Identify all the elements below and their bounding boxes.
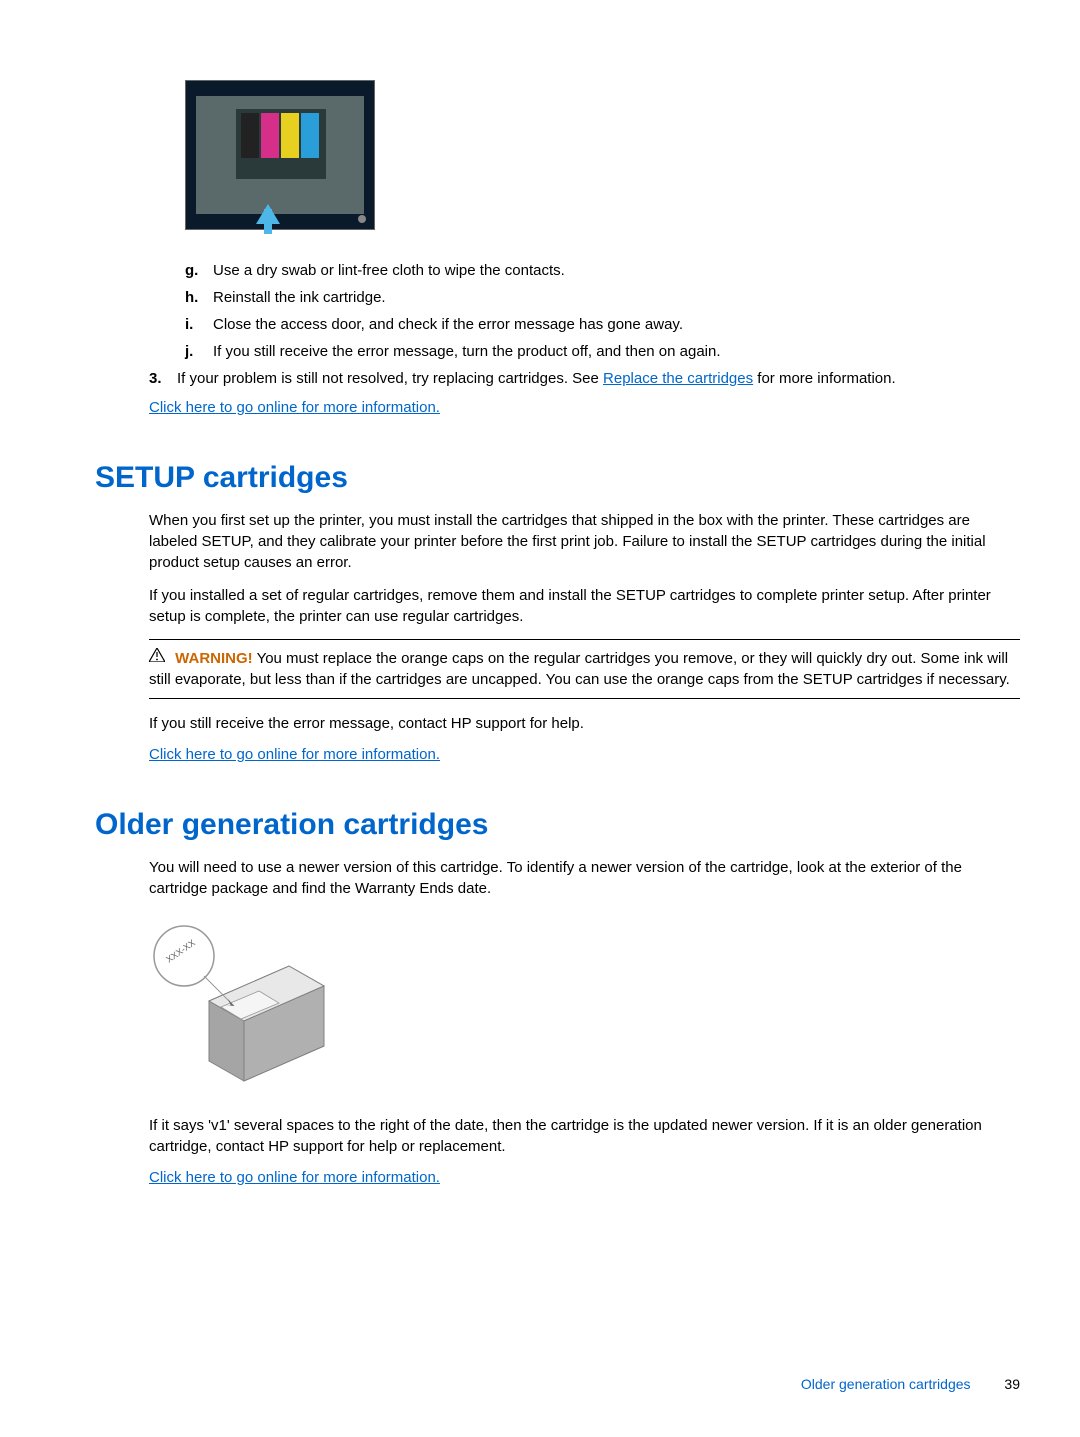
setup-p3: If you still receive the error message, …: [95, 713, 1020, 734]
online-info-link-2[interactable]: Click here to go online for more informa…: [149, 746, 440, 763]
substep-text: Reinstall the ink cartridge.: [213, 289, 386, 306]
warning-label: WARNING!: [175, 650, 253, 667]
cartridge-bay-figure: [185, 80, 375, 230]
substep-text: Use a dry swab or lint-free cloth to wip…: [213, 262, 565, 279]
online-info-link-1[interactable]: Click here to go online for more informa…: [149, 399, 440, 416]
setup-cartridges-heading: SETUP cartridges: [95, 461, 1020, 495]
footer-section: Older generation cartridges: [801, 1376, 971, 1392]
online-info-link-3[interactable]: Click here to go online for more informa…: [149, 1169, 440, 1186]
step3-text-after: for more information.: [753, 370, 896, 387]
substep-list: g. Use a dry swab or lint-free cloth to …: [95, 260, 1020, 362]
warning-icon: [149, 648, 167, 666]
page-number: 39: [1004, 1376, 1020, 1392]
older-p1: You will need to use a newer version of …: [95, 857, 1020, 899]
substep-text: Close the access door, and check if the …: [213, 316, 683, 333]
older-p2: If it says 'v1' several spaces to the ri…: [95, 1115, 1020, 1157]
bullet: j.: [185, 341, 193, 362]
setup-p2: If you installed a set of regular cartri…: [95, 585, 1020, 627]
substep-h: h. Reinstall the ink cartridge.: [185, 287, 1020, 308]
setup-p1: When you first set up the printer, you m…: [95, 510, 1020, 573]
page-footer: Older generation cartridges 39: [801, 1376, 1020, 1392]
cartridge-figure: XXX-XX: [149, 911, 1020, 1095]
substep-g: g. Use a dry swab or lint-free cloth to …: [185, 260, 1020, 281]
substep-text: If you still receive the error message, …: [213, 343, 721, 360]
substep-j: j. If you still receive the error messag…: [185, 341, 1020, 362]
step-list: 3. If your problem is still not resolved…: [95, 368, 1020, 389]
bullet: h.: [185, 287, 198, 308]
warning-text: You must replace the orange caps on the …: [149, 650, 1010, 688]
bullet: g.: [185, 260, 198, 281]
step-3: 3. If your problem is still not resolved…: [149, 368, 1020, 389]
step3-text-before: If your problem is still not resolved, t…: [177, 370, 603, 387]
replace-cartridges-link[interactable]: Replace the cartridges: [603, 370, 753, 387]
substep-i: i. Close the access door, and check if t…: [185, 314, 1020, 335]
warning-box: WARNING! You must replace the orange cap…: [149, 639, 1020, 699]
bullet: 3.: [149, 368, 162, 389]
older-cartridges-heading: Older generation cartridges: [95, 808, 1020, 842]
bullet: i.: [185, 314, 193, 335]
